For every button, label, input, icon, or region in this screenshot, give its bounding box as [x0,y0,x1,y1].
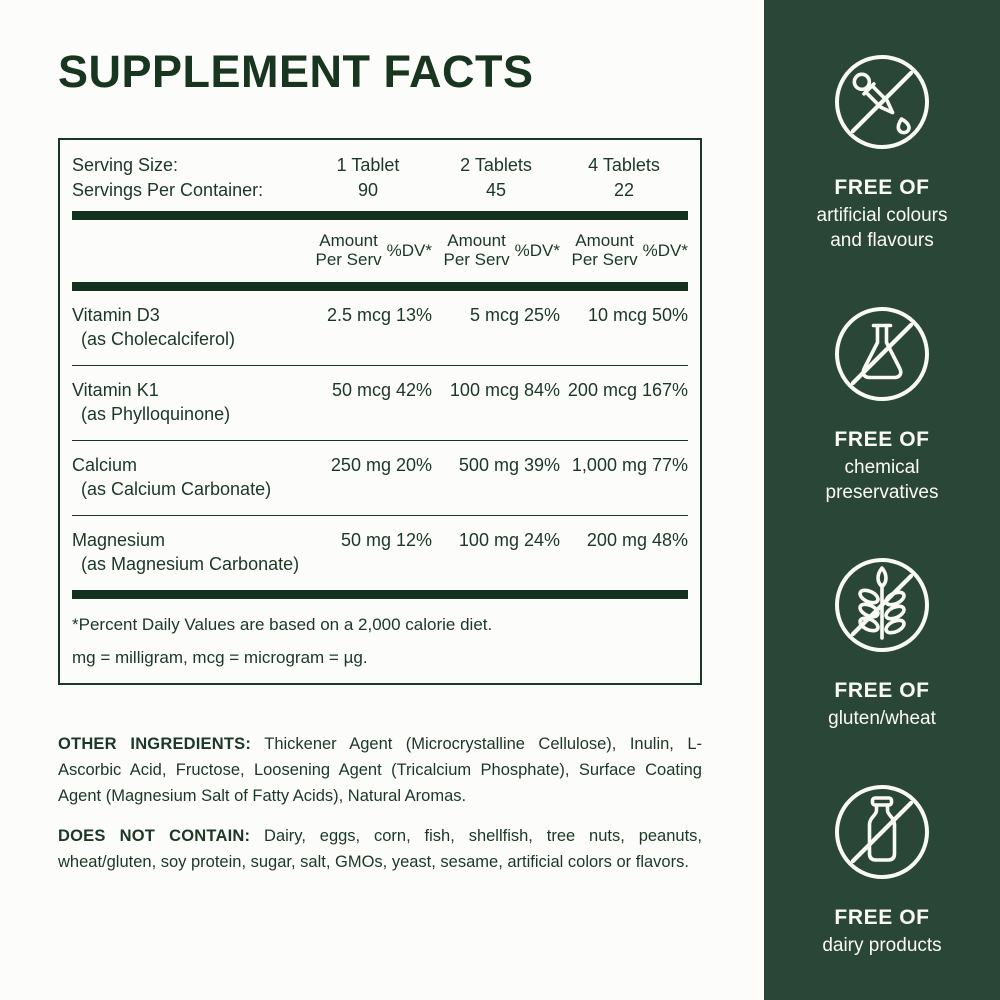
free-of-item-gluten-wheat: FREE OF gluten/wheat [828,555,936,731]
divider-bar-thick [72,282,688,291]
table-row-calcium: Calcium (as Calcium Carbonate) 250 mg 20… [72,440,688,515]
nutrient-value: 200 mcg 167% [567,380,688,400]
does-not-contain-paragraph: DOES NOT CONTAIN: Dairy, eggs, corn, fis… [58,823,702,875]
free-of-item-dairy: FREE OF dairy products [822,782,942,958]
units-footnote: mg = milligram, mcg = microgram = µg. [72,648,368,667]
column-header: Amount Per Serv %DV* [432,231,561,269]
free-of-item-artificial-colours: FREE OF artificial colours and flavours [816,52,948,253]
header-per-serv: Per Serv [443,250,510,269]
nutrient-form: (as Magnesium Carbonate) [81,554,300,574]
nutrient-value: 100 mcg 84% [449,380,560,400]
ingredients-section: OTHER INGREDIENTS: Thickener Agent (Micr… [58,731,702,875]
free-of-sidebar: FREE OF artificial colours and flavours … [764,0,1000,1000]
header-per-serv: Per Serv [571,250,638,269]
other-ingredients-label: OTHER INGREDIENTS: [58,735,252,753]
serving-size-row: Serving Size: 1 Tablet 2 Tablets 4 Table… [72,153,688,178]
table-header-row: Amount Per Serv %DV* Amount Per Serv %DV… [72,220,689,282]
free-of-title: FREE OF [834,427,930,451]
header-dv: %DV* [514,240,560,260]
nutrient-value: 100 mg 24% [458,530,560,550]
header-amount: Amount [319,231,378,250]
servings-per-container-value: 45 [485,180,507,200]
other-ingredients-paragraph: OTHER INGREDIENTS: Thickener Agent (Micr… [58,731,702,809]
free-of-title: FREE OF [834,679,930,703]
free-of-title: FREE OF [834,905,930,929]
does-not-contain-text: Dairy, eggs, corn, fish, shellfish, tree… [58,827,702,871]
nutrient-name: Magnesium [72,530,166,550]
nutrient-name: Vitamin D3 [72,305,160,325]
label-main-panel: SUPPLEMENT FACTS Serving Size: 1 Tablet … [58,0,702,875]
serving-size-value: 2 Tablets [460,155,532,175]
nutrient-value: 1,000 mg 77% [571,455,688,475]
nutrient-value: 50 mcg 42% [331,380,432,400]
nutrient-value: 5 mcg 25% [469,305,560,325]
nutrient-value: 10 mcg 50% [587,305,688,325]
nutrient-value: 50 mg 12% [340,530,432,550]
wheat-crossed-icon [835,558,929,653]
table-row-vitamin-d3: Vitamin D3 (as Cholecalciferol) 2.5 mcg … [72,291,688,365]
nutrient-name: Calcium [72,455,138,475]
servings-per-container-value: 22 [613,180,635,200]
free-of-caption: dairy products [822,934,942,956]
free-of-caption: artificial colours and flavours [816,205,948,251]
free-of-caption: chemical preservatives [825,456,939,503]
nutrient-value: 250 mg 20% [330,455,432,475]
nutrient-value: 2.5 mcg 13% [326,305,432,325]
divider-bar-thick [72,211,688,220]
does-not-contain-label: DOES NOT CONTAIN: [58,827,251,845]
free-of-caption: gluten/wheat [828,708,936,730]
divider-bar-thick [72,590,688,599]
dropper-crossed-icon [835,55,929,149]
page-title: SUPPLEMENT FACTS [58,46,534,97]
supplement-facts-table: Serving Size: 1 Tablet 2 Tablets 4 Table… [58,138,702,685]
flask-crossed-icon [835,306,929,401]
header-dv: %DV* [386,240,432,260]
serving-size-value: 1 Tablet [336,155,400,175]
header-amount: Amount [575,231,634,250]
free-of-item-chemical-preservatives: FREE OF chemical preservatives [826,304,939,505]
column-header: Amount Per Serv %DV* [304,231,433,269]
free-of-title: FREE OF [834,176,930,199]
nutrient-form: (as Calcium Carbonate) [81,479,272,499]
header-per-serv: Per Serv [315,250,382,269]
servings-per-container-row: Servings Per Container: 90 45 22 [72,178,688,203]
servings-per-container-value: 90 [357,180,379,200]
header-dv: %DV* [642,240,688,260]
nutrient-name: Vitamin K1 [72,380,159,400]
serving-size-value: 4 Tablets [588,155,660,175]
nutrient-value: 500 mg 39% [458,455,560,475]
table-row-magnesium: Magnesium (as Magnesium Carbonate) 50 mg… [72,515,688,590]
nutrient-form: (as Cholecalciferol) [81,329,236,349]
table-row-vitamin-k1: Vitamin K1 (as Phylloquinone) 50 mcg 42%… [72,365,688,440]
other-ingredients-text: Thickener Agent (Microcrystalline Cellul… [58,735,702,805]
bottle-crossed-icon [835,784,929,879]
serving-size-label: Serving Size: [72,155,179,175]
nutrient-value: 200 mg 48% [586,530,688,550]
nutrient-form: (as Phylloquinone) [81,404,231,424]
column-header: Amount Per Serv %DV* [560,231,689,269]
table-footnotes: *Percent Daily Values are based on a 2,0… [72,613,688,669]
header-amount: Amount [447,231,506,250]
daily-value-footnote: *Percent Daily Values are based on a 2,0… [72,615,493,634]
servings-per-container-label: Servings Per Container: [72,180,264,200]
